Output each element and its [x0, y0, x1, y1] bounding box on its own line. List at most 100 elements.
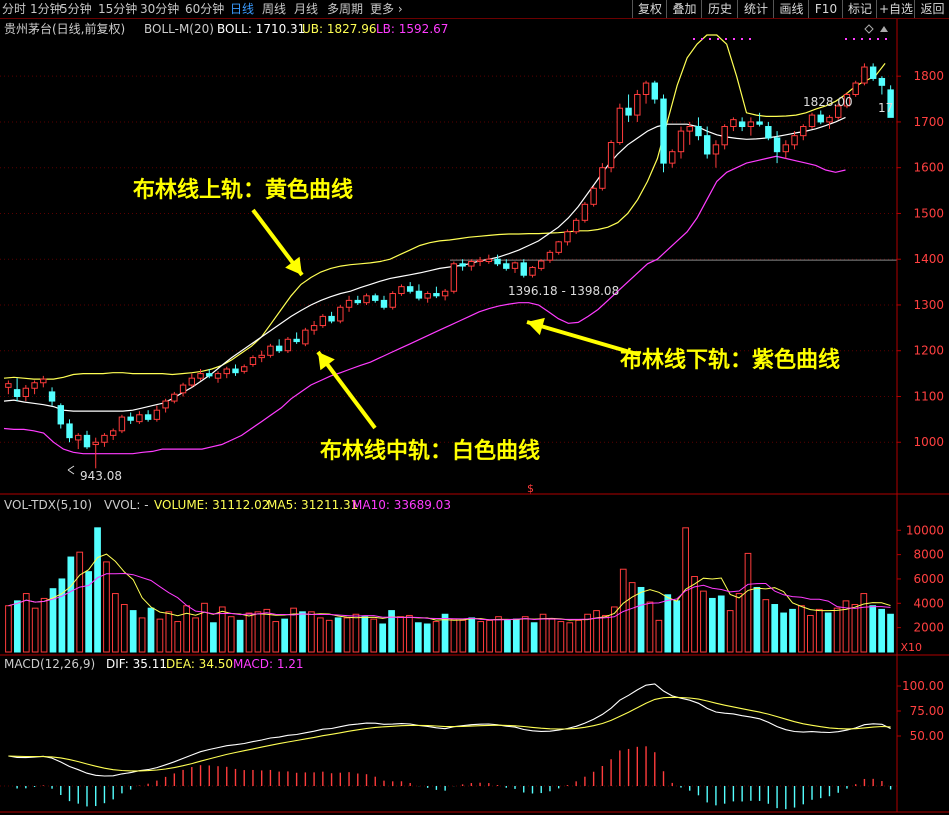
volume-bar — [807, 614, 814, 653]
candle-body — [634, 93, 641, 116]
annotation-lower-band: 布林线下轨：紫色曲线 — [620, 347, 840, 373]
toolbar-button-6[interactable]: 标记 — [842, 0, 877, 18]
toolbar-button-8[interactable]: 返回 — [914, 0, 949, 18]
volume-bar — [147, 607, 155, 653]
candle-body — [127, 416, 134, 421]
signal-dot — [717, 38, 719, 40]
candle-body — [503, 263, 510, 269]
main-y-tick-2: 1200 — [913, 344, 944, 358]
volume-bar — [486, 619, 493, 653]
volume-bar — [753, 586, 761, 653]
volume-bar — [798, 605, 805, 653]
period-tab-5[interactable]: 60分钟 — [185, 2, 225, 16]
volume-bar — [691, 576, 698, 653]
candle-body — [765, 126, 772, 139]
toolbar-button-4[interactable]: 画线 — [773, 0, 809, 18]
volume-bar — [316, 617, 324, 653]
signal-dot — [733, 38, 735, 40]
signal-dot — [725, 38, 727, 40]
volume-panel: 2000 4000 6000 8000 10000 — [5, 523, 944, 653]
volume-bar — [14, 600, 21, 653]
candle-body — [843, 93, 851, 107]
candle-body — [564, 231, 571, 243]
period-tab-6[interactable]: 日线 — [230, 2, 255, 16]
volume-bar — [379, 623, 387, 653]
vol-name-label: VOL-TDX(5,10) — [4, 498, 92, 512]
period-tab-2[interactable]: 5分钟 — [60, 2, 92, 16]
volume-bar — [165, 611, 173, 653]
volume-bar — [236, 619, 244, 653]
toolbar-button-3[interactable]: 统计 — [737, 0, 774, 18]
candle-body — [677, 130, 685, 153]
volume-bar — [5, 605, 12, 653]
period-tab-10[interactable]: 更多 › — [370, 2, 403, 16]
candle-body — [302, 329, 309, 345]
period-tab-3[interactable]: 15分钟 — [98, 2, 138, 16]
toolbar-button-1[interactable]: 叠加 — [666, 0, 702, 18]
candle-body — [363, 295, 370, 304]
signal-dot — [885, 38, 887, 40]
volume-bar — [815, 608, 823, 653]
toolbar-button-0[interactable]: 复权 — [632, 0, 667, 18]
volume-bar — [557, 621, 565, 653]
candle-body — [284, 338, 292, 352]
period-tab-1[interactable]: 1分钟 — [30, 2, 62, 16]
candle-body — [22, 387, 30, 397]
volume-bar — [833, 607, 841, 653]
volume-bar — [272, 621, 280, 653]
volume-bar — [504, 619, 511, 653]
volume-bar — [512, 618, 520, 653]
candle-body — [214, 373, 222, 379]
period-tab-4[interactable]: 30分钟 — [140, 2, 180, 16]
period-tab-8[interactable]: 月线 — [294, 2, 319, 16]
volume-bar — [628, 582, 636, 653]
volume-bar — [218, 606, 226, 653]
candle-body — [546, 251, 554, 261]
vol-y-tick-2: 6000 — [913, 572, 944, 586]
volume-bar — [459, 619, 467, 653]
volume-bar — [735, 593, 743, 653]
candle-body — [293, 338, 300, 343]
right-edge-label: 17 — [878, 101, 893, 115]
candle-body — [616, 107, 624, 144]
candle-body — [642, 82, 650, 95]
candle-body — [433, 293, 440, 297]
macd-name-label: MACD(12,26,9) — [4, 657, 95, 671]
candle-body — [494, 258, 501, 265]
candle-body — [791, 135, 798, 146]
candle-body — [372, 295, 379, 301]
lb-value-label: LB: 1592.67 — [376, 22, 448, 36]
period-tab-7[interactable]: 周线 — [262, 2, 287, 16]
signal-dot — [877, 38, 879, 40]
volume-bar — [120, 604, 128, 653]
macd-y-tick-1: 75.00 — [910, 704, 944, 718]
volume-bar — [138, 617, 146, 653]
candle-body — [241, 366, 248, 372]
toolbar-button-5[interactable]: F10 — [808, 0, 843, 18]
main-y-tick-8: 1800 — [913, 69, 944, 83]
candle-body — [669, 151, 676, 164]
volume-bar — [762, 599, 770, 653]
period-tab-0[interactable]: 分时 — [2, 2, 27, 16]
candle-body — [651, 82, 658, 100]
volume-bar — [67, 556, 75, 653]
candle-body — [686, 126, 693, 132]
candle-body — [83, 434, 91, 448]
signal-dot — [869, 38, 871, 40]
candle-body — [800, 126, 807, 137]
period-tab-9[interactable]: 多周期 — [327, 2, 364, 16]
volume-bar — [343, 617, 351, 653]
candle-body — [826, 116, 833, 123]
candle-body — [441, 290, 449, 297]
candle-body — [40, 378, 47, 384]
volume-bar — [423, 623, 431, 653]
volume-value-label: VOLUME: 31112.02 — [154, 498, 269, 512]
vvol-label: VVOL: - — [104, 498, 149, 512]
volume-bar — [664, 594, 672, 653]
volume-bar — [744, 552, 752, 653]
candle-body — [380, 299, 388, 308]
toolbar-button-7[interactable]: +自选 — [876, 0, 915, 18]
toolbar-button-2[interactable]: 历史 — [701, 0, 738, 18]
vol-y-tick-0: 2000 — [913, 621, 944, 635]
gap-annotation: 1396.18 - 1398.08 — [508, 284, 619, 298]
